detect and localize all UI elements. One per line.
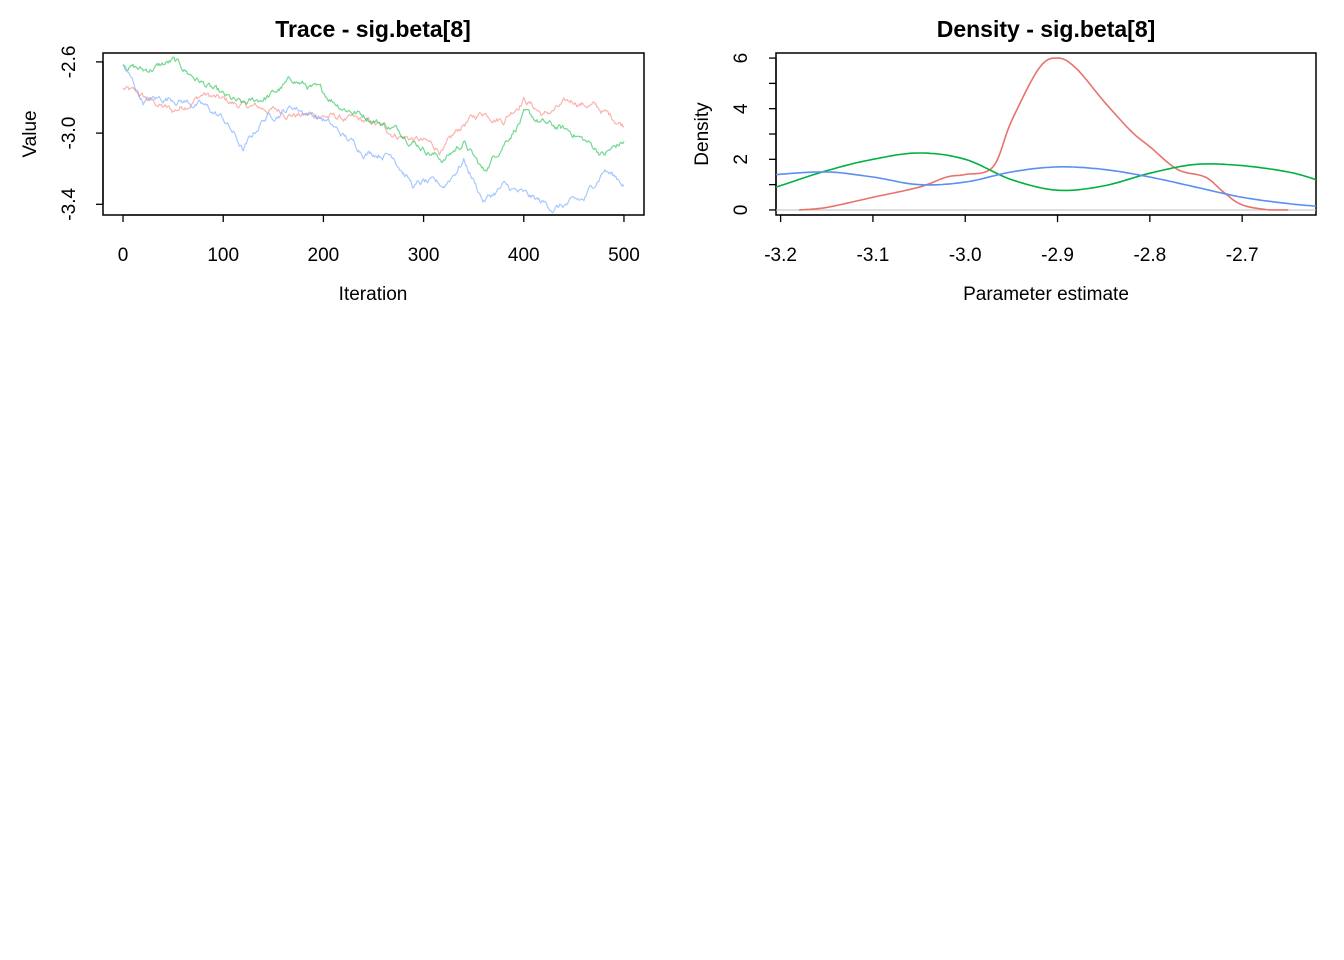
trace-x-tick-label: 300 — [408, 245, 440, 266]
density-xlabel: Parameter estimate — [963, 284, 1129, 305]
density-plot-frame — [775, 52, 1317, 216]
density-x-tick-label: -3.0 — [949, 245, 982, 266]
density-x-tick-label: -2.9 — [1041, 245, 1074, 266]
trace-title: Trace - sig.beta[8] — [275, 16, 471, 42]
trace-y-tick-label: -3.0 — [59, 117, 80, 150]
trace-x-tick-label: 500 — [608, 245, 640, 266]
density-y-tick-label: 0 — [731, 205, 752, 216]
trace-series-line-2 — [122, 56, 625, 172]
density-series-line-2 — [775, 152, 1317, 192]
density-y-tick-label: 4 — [731, 103, 752, 114]
density-y-tick-label: 2 — [731, 154, 752, 165]
density-series-line-1 — [799, 57, 1289, 211]
density-x-tick-label: -3.2 — [764, 245, 797, 266]
trace-x-tick-label: 0 — [118, 245, 129, 266]
density-plot: -3.2 -3.1 -3.0 -2.9 -2.8 -2.7 0 2 4 6 — [731, 53, 1317, 266]
trace-y-tick-label: -3.4 — [59, 188, 80, 221]
density-x-tick-label: -3.1 — [857, 245, 890, 266]
trace-x-tick-label: 200 — [308, 245, 340, 266]
trace-ylabel: Value — [20, 110, 41, 157]
density-y-tick-label: 6 — [731, 53, 752, 64]
density-x-tick-label: -2.8 — [1133, 245, 1166, 266]
trace-series-line-3 — [122, 64, 625, 214]
trace-plot: 0 100 200 300 400 500 -3.4 -3.0 -2.6 — [59, 46, 640, 266]
trace-plot-frame — [102, 52, 645, 216]
trace-xlabel: Iteration — [339, 284, 408, 305]
trace-x-tick-label: 100 — [207, 245, 239, 266]
trace-x-tick-label: 400 — [508, 245, 540, 266]
density-x-tick-label: -2.7 — [1226, 245, 1259, 266]
density-title: Density - sig.beta[8] — [937, 16, 1156, 42]
density-ylabel: Density — [692, 102, 713, 166]
density-series-line-3 — [775, 166, 1317, 207]
trace-y-tick-label: -2.6 — [59, 46, 80, 79]
